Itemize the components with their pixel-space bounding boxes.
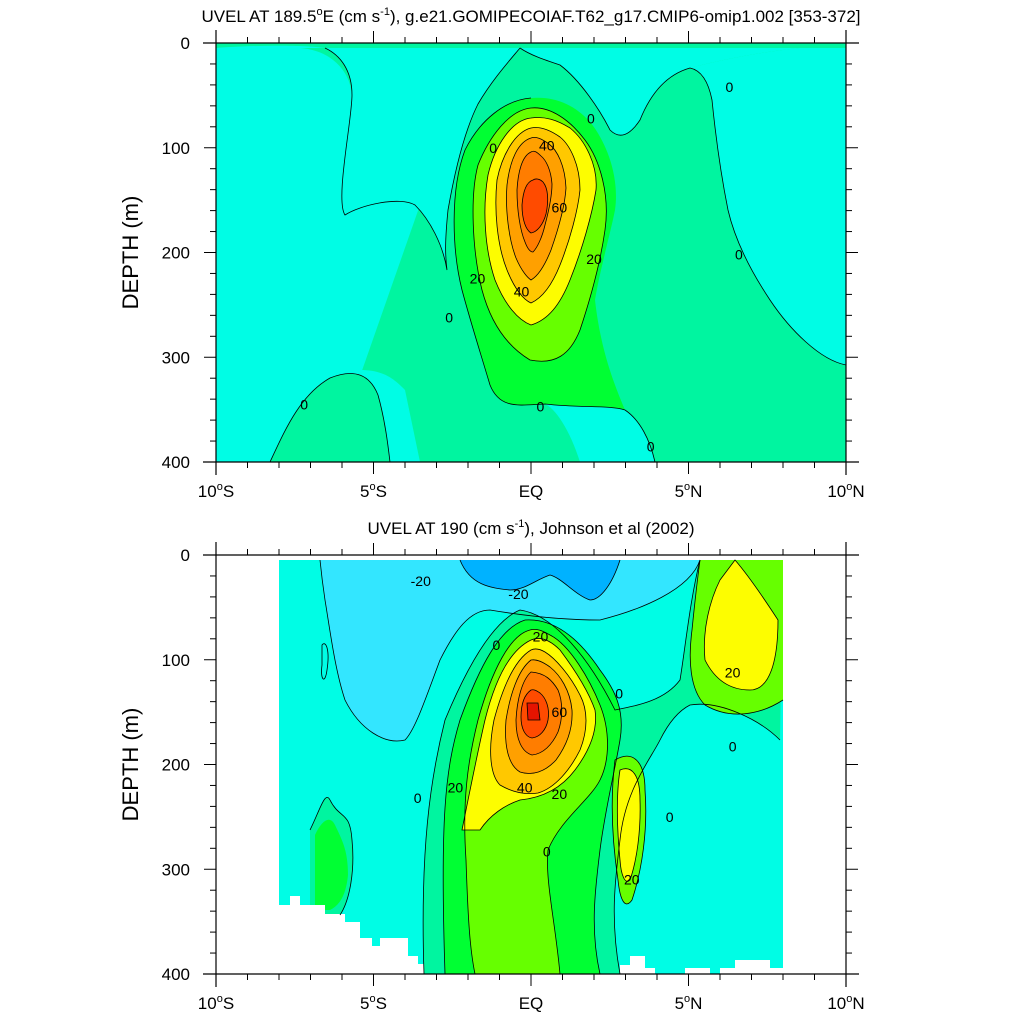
- contour-label: 0: [615, 685, 623, 701]
- contour-fill-top: [216, 43, 846, 462]
- x-tick-label: 5oN: [675, 993, 703, 1013]
- x-tick-label: 10oS: [198, 481, 234, 501]
- contour-label: 20: [533, 629, 549, 645]
- contour-label: 0: [414, 790, 422, 806]
- missing-data-mask-bottom: [216, 560, 424, 974]
- y-tick-label: 200: [162, 756, 190, 775]
- missing-data-mask-bottom-right: [620, 560, 846, 974]
- y-tick-label: 300: [162, 348, 190, 367]
- contour-label: 0: [489, 140, 497, 156]
- x-tick-label: 10oS: [198, 993, 234, 1013]
- x-tick-label: 5oN: [675, 481, 703, 501]
- contour-label: 0: [729, 739, 737, 755]
- x-tick-label: EQ: [519, 994, 544, 1013]
- contour-label: 40: [517, 780, 533, 796]
- y-tick-label: 200: [162, 244, 190, 263]
- contour-label: 0: [735, 247, 743, 263]
- contour-label: 0: [492, 637, 500, 653]
- contour-lines-top: [269, 47, 846, 462]
- contour-label: 20: [448, 780, 464, 796]
- contour-label: 0: [300, 396, 308, 412]
- y-tick-label: 0: [181, 34, 190, 53]
- contour-label: 40: [539, 138, 555, 154]
- y-tick-label: 100: [162, 651, 190, 670]
- chart-title-top: UVEL AT 189.5oE (cm s-1), g.e21.GOMIPECO…: [201, 6, 860, 26]
- x-tick-label: 5oS: [360, 993, 387, 1013]
- chart-panel-bottom: UVEL AT 190 (cm s-1), Johnson et al (200…: [216, 518, 846, 974]
- y-axis-label: DEPTH (m): [118, 708, 143, 822]
- x-tick-label: 5oS: [360, 481, 387, 501]
- contour-label: 20: [725, 664, 741, 680]
- contour-label: 40: [514, 283, 530, 299]
- y-axis-label: DEPTH (m): [118, 196, 143, 310]
- x-tick-label: 10oN: [827, 481, 864, 501]
- chart-title-bottom: UVEL AT 190 (cm s-1), Johnson et al (200…: [368, 518, 695, 538]
- y-tick-label: 0: [181, 546, 190, 565]
- contour-label: 0: [537, 398, 545, 414]
- contour-label: 20: [552, 786, 568, 802]
- y-tick-label: 400: [162, 965, 190, 984]
- contour-labels-top: 0 0 0 0 0 0 0 0 40 60 20 40 20: [300, 79, 743, 454]
- contour-label: 60: [552, 704, 568, 720]
- contour-fill-bottom: [279, 560, 783, 974]
- y-tick-label: 400: [162, 453, 190, 472]
- contour-lines-bottom: [309, 559, 784, 974]
- contour-label: 0: [666, 809, 674, 825]
- x-tick-label: EQ: [519, 482, 544, 501]
- contour-label: 20: [470, 271, 486, 287]
- contour-label: 0: [445, 309, 453, 325]
- contour-label: 0: [647, 438, 655, 454]
- contour-label: 20: [624, 872, 640, 888]
- contour-labels-bottom: -20 -20 20 0 0 20 0 60 20 40 20 0 0 0 20: [411, 573, 741, 888]
- contour-label: 0: [587, 110, 595, 126]
- contour-label: -20: [411, 573, 431, 589]
- y-tick-label: 300: [162, 860, 190, 879]
- contour-label: 20: [586, 251, 602, 267]
- x-tick-label: 10oN: [827, 993, 864, 1013]
- contour-label: -20: [508, 586, 528, 602]
- contour-label: 0: [726, 79, 734, 95]
- contour-label: 60: [552, 199, 568, 215]
- contour-label: 0: [543, 843, 551, 859]
- chart-panel-top: UVEL AT 189.5oE (cm s-1), g.e21.GOMIPECO…: [201, 6, 861, 462]
- y-tick-label: 100: [162, 139, 190, 158]
